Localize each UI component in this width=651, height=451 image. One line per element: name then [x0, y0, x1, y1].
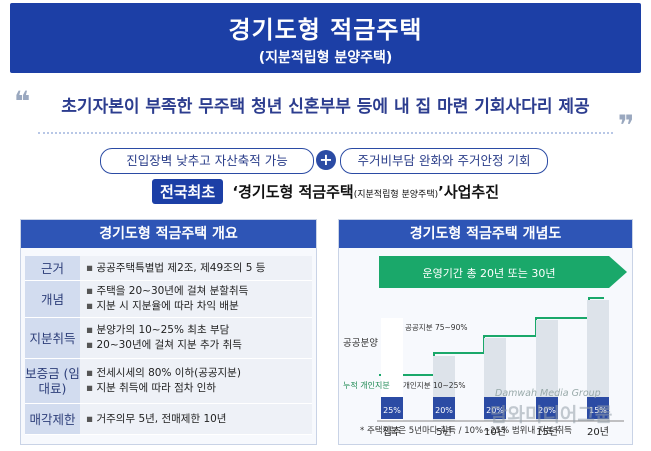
- row-item: 주택을 20~30년에 걸쳐 분할취득: [86, 284, 306, 299]
- row-item: 20~30년에 걸쳐 지분 추가 취득: [86, 338, 306, 353]
- watermark-ko: 담와미디어그룹: [490, 404, 613, 426]
- personal-share-label: 20%: [435, 406, 453, 415]
- row-item: 공공주택특별법 제2조, 제49조의 5 등: [86, 261, 306, 276]
- personal-share-label: 25%: [383, 406, 401, 415]
- row-head: 매각제한: [25, 404, 80, 434]
- x-tick-label: 5년: [436, 426, 452, 438]
- row-head: 지분취득: [25, 318, 80, 358]
- personal-share-label: 15%: [589, 406, 607, 415]
- row-item: 전세시세의 80% 이하(공공지분): [86, 366, 306, 381]
- personal-share-bar: [587, 397, 609, 419]
- concept-panel: 경기도형 적금주택 개념도 운영기간 총 20년 또는 30년 25% 입주 20%…: [338, 219, 633, 445]
- x-tick-label: 10년: [484, 426, 506, 438]
- headline: 전국최초 ‘경기도형 적금주택(지분적립형 분양주택)’사업추진: [0, 179, 651, 204]
- table-row: 개념 주택을 20~30년에 걸쳐 분할취득지분 시 지분율에 따라 차익 배분: [25, 281, 312, 318]
- personal-label: 누적 개인지분: [343, 380, 390, 390]
- row-content: 전세시세의 80% 이하(공공지분)지분 취득에 따라 점차 인하: [80, 359, 312, 403]
- overview-title: 경기도형 적금주택 개요: [21, 220, 316, 248]
- personal-share-bar: [381, 397, 403, 419]
- table-row: 매각제한 거주의무 5년, 전매제한 10년: [25, 404, 312, 435]
- public-label: 공공분양: [343, 338, 378, 349]
- row-item: 지분 취득에 따라 점차 인하: [86, 381, 306, 396]
- period-arrow: [379, 256, 627, 288]
- benefit-right-pill: 주거비부담 완화와 주거안정 기회: [340, 148, 548, 174]
- personal-share-label: 20%: [486, 406, 504, 415]
- headline-main: ‘경기도형 적금주택: [232, 183, 354, 201]
- first-nationwide-badge: 전국최초: [151, 179, 224, 204]
- public-share: 공공지분 75~90%: [405, 323, 467, 332]
- table-row: 지분취득 분양가의 10~25% 최초 부담20~30년에 걸쳐 지분 추가 취…: [25, 318, 312, 359]
- personal-share: 개인지분 10~25%: [403, 380, 465, 390]
- row-content: 주택을 20~30년에 걸쳐 분할취득지분 시 지분율에 따라 차익 배분: [80, 281, 312, 317]
- row-content: 거주의무 5년, 전매제한 10년: [80, 404, 312, 434]
- x-tick-label: 15년: [536, 426, 558, 438]
- table-row: 보증금 (임대료) 전세시세의 80% 이하(공공지분)지분 취득에 따라 점차…: [25, 359, 312, 404]
- public-share-bar: [536, 320, 558, 421]
- close-quote-icon: ❞: [618, 109, 635, 142]
- personal-share-label: 20%: [538, 406, 556, 415]
- page-subtitle: (지분적립형 분양주택): [258, 50, 393, 66]
- page-title: 경기도형 적금주택: [228, 16, 423, 44]
- row-head: 개념: [25, 281, 80, 317]
- headline-post: ’사업추진: [438, 183, 500, 201]
- personal-share-bar: [433, 397, 455, 419]
- row-item: 지분 시 지분율에 따라 차익 배분: [86, 299, 306, 314]
- x-tick-label: 20년: [587, 426, 609, 438]
- row-content: 공공주택특별법 제2조, 제49조의 5 등: [80, 256, 312, 280]
- watermark-en: Damwah Media Group: [495, 388, 601, 399]
- row-head: 근거: [25, 256, 80, 280]
- public-share-bar: [381, 318, 403, 421]
- benefit-left-pill: 진입장벽 낮추고 자산축적 가능: [100, 148, 314, 174]
- plus-icon: +: [316, 150, 336, 170]
- headline-small: (지분적립형 분양주택): [353, 190, 439, 200]
- personal-share-bar: [484, 397, 506, 419]
- concept-title: 경기도형 적금주택 개념도: [339, 220, 632, 248]
- concept-diagram: 운영기간 총 20년 또는 30년 25% 입주 20% 5년 20% 10년 20% 15년…: [343, 256, 627, 438]
- title-banner: 경기도형 적금주택 (지분적립형 분양주택): [10, 3, 641, 73]
- tagline: 초기자본이 부족한 무주택 청년 신혼부부 등에 내 집 마련 기회사다리 제공: [61, 97, 590, 117]
- footnote: * 주택지분은 5년마다 취득 / 10%~25% 범위내 지분 취득: [360, 426, 572, 436]
- public-share-bar: [587, 300, 609, 421]
- open-quote-icon: ❝: [14, 85, 31, 118]
- period-arrow-label: 운영기간 총 20년 또는 30년: [422, 267, 555, 280]
- overview-panel: 경기도형 적금주택 개요 근거 공공주택특별법 제2조, 제49조의 5 등 개…: [20, 219, 317, 445]
- divider: [38, 132, 613, 134]
- row-head: 보증금 (임대료): [25, 359, 80, 403]
- x-tick-label: 입주: [383, 425, 401, 438]
- row-item: 분양가의 10~25% 최초 부담: [86, 323, 306, 338]
- row-content: 분양가의 10~25% 최초 부담20~30년에 걸쳐 지분 추가 취득: [80, 318, 312, 358]
- table-row: 근거 공공주택특별법 제2조, 제49조의 5 등: [25, 256, 312, 281]
- row-item: 거주의무 5년, 전매제한 10년: [86, 412, 306, 427]
- personal-share-bar: [536, 397, 558, 419]
